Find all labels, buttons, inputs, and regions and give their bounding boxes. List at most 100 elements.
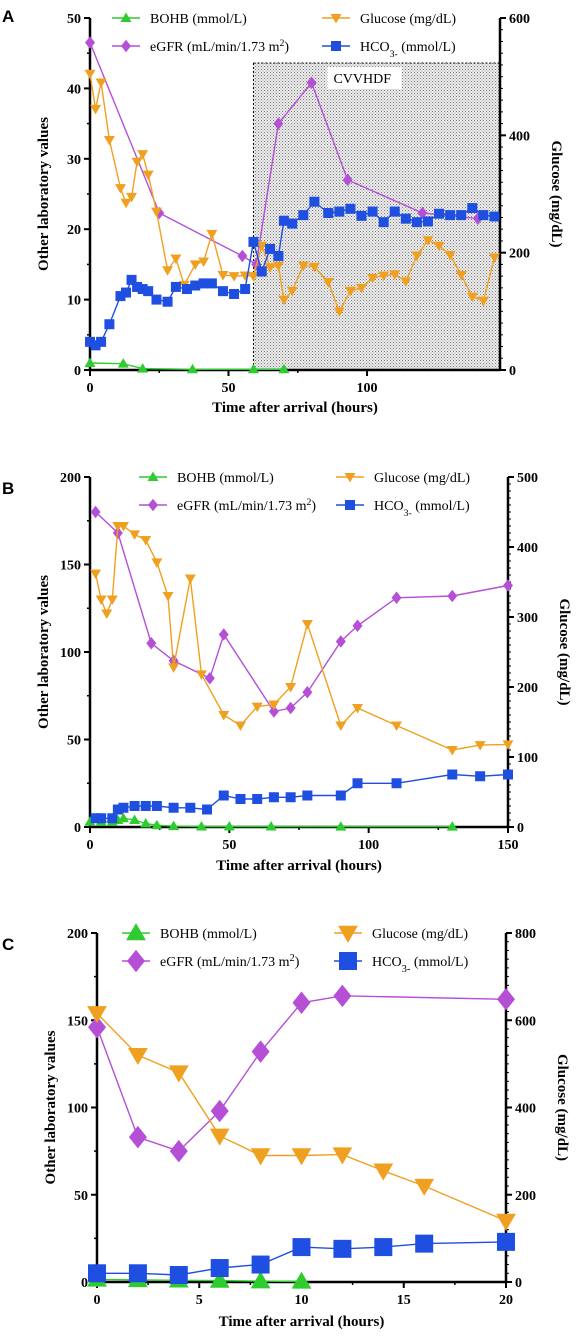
data-point-glucose [189, 260, 201, 270]
x-tick-label: 100 [358, 838, 379, 853]
data-point-hco3 [467, 203, 478, 214]
data-point-hco3 [422, 216, 433, 227]
panel-letter: B [2, 479, 14, 498]
y2-axis-title: Glucose (mg/dL) [548, 140, 564, 247]
data-point-glucose [90, 569, 102, 580]
legend-label-glucose: Glucose (mg/dL) [372, 927, 468, 942]
data-point-glucose [333, 307, 345, 317]
legend-entry-glucose: Glucose (mg/dL) [322, 12, 456, 27]
legend-entry-bohb: BOHB (mmol/L) [139, 471, 274, 486]
series-line-glucose [96, 1012, 507, 1222]
data-point-hco3 [168, 802, 179, 813]
data-point-glucose [162, 592, 174, 602]
legend-entry-egfr: eGFR (mL/min/1.73 m2) [122, 949, 300, 973]
x-axis-title: Time after arrival (hours) [216, 858, 382, 874]
legend-entry-bohb: BOHB (mmol/L) [112, 12, 247, 27]
series-line-egfr [95, 511, 509, 713]
data-point-hco3 [151, 801, 162, 811]
data-point-hco3 [309, 196, 320, 207]
data-point-hco3 [489, 211, 500, 222]
data-point-egfr [273, 117, 284, 130]
data-point-hco3 [285, 792, 296, 803]
data-point-glucose [162, 266, 174, 276]
data-point-hco3 [278, 215, 289, 226]
y2-tick-label: 400 [515, 1102, 536, 1117]
data-point-hco3 [287, 218, 298, 229]
data-point-hco3 [323, 208, 334, 219]
data-point-bohb [250, 1271, 271, 1289]
data-point-glucose [455, 270, 467, 281]
data-point-glucose [84, 69, 96, 80]
data-point-glucose [502, 740, 514, 750]
data-point-glucose [400, 277, 412, 287]
data-point-egfr [251, 1040, 270, 1063]
data-point-hco3 [434, 208, 445, 219]
data-point-hco3 [96, 813, 107, 824]
legend-marker-hco3 [331, 41, 341, 51]
data-point-bohb [129, 814, 141, 824]
data-point-hco3 [137, 284, 148, 295]
legend-label-bohb: BOHB (mmol/L) [177, 471, 274, 486]
data-point-glucose [332, 1147, 353, 1165]
y2-tick-label: 0 [517, 821, 524, 836]
data-point-bohb [335, 821, 347, 831]
legend-marker-bohb [120, 12, 132, 22]
cvvhdf-label-box [327, 67, 402, 89]
y2-tick-label: 800 [515, 927, 536, 942]
x-tick-label: 50 [222, 838, 236, 853]
y2-tick-label: 0 [515, 1276, 522, 1291]
data-point-hco3 [217, 286, 228, 297]
legend-label-egfr: eGFR (mL/min/1.73 m2) [160, 953, 300, 971]
chart-panel-a: A CVVHDF 0 10 20 30 40 50 0 200 400 600 0 50 100 Time a… [2, 7, 564, 416]
data-point-bohb [209, 1270, 230, 1288]
legend-label-bohb: BOHB (mmol/L) [150, 12, 247, 27]
data-point-glucose [184, 574, 196, 584]
data-point-glucose [272, 261, 284, 272]
y-tick-label: 150 [67, 1014, 88, 1029]
data-point-hco3 [400, 213, 411, 224]
data-point-egfr [210, 1099, 229, 1123]
data-point-hco3 [121, 287, 132, 298]
data-point-hco3 [90, 813, 101, 824]
y2-axis-title: Glucose (mg/dL) [556, 598, 572, 705]
x-tick-label: 15 [397, 1293, 411, 1308]
data-point-glucose [488, 253, 500, 263]
data-point-egfr [342, 173, 353, 187]
data-point-glucose [268, 700, 280, 710]
legend-marker-glucose [338, 925, 358, 943]
y-tick-label: 0 [81, 1276, 88, 1291]
data-point-glucose [433, 241, 445, 252]
data-point-egfr [204, 672, 215, 685]
data-point-glucose [140, 536, 152, 546]
data-point-glucose [474, 741, 486, 751]
data-point-hco3 [503, 769, 513, 780]
series-line-bohb [89, 362, 284, 370]
data-point-hco3 [90, 340, 101, 351]
data-point-hco3 [104, 319, 115, 330]
data-point-egfr [335, 635, 346, 648]
series-line-egfr [96, 995, 507, 1152]
x-tick-label: 0 [87, 381, 94, 396]
data-point-egfr [447, 589, 458, 603]
legend-entry-hco3: HCO3- (mmol/L) [322, 40, 456, 60]
data-point-egfr [146, 637, 157, 650]
data-point-glucose [389, 270, 401, 280]
data-point-hco3 [389, 206, 400, 217]
legend-marker-egfr [127, 949, 145, 973]
data-point-glucose [128, 1047, 148, 1066]
data-point-hco3 [190, 280, 201, 291]
data-point-hco3 [445, 210, 456, 221]
data-point-glucose [129, 530, 141, 540]
data-point-egfr [497, 988, 515, 1011]
data-point-hco3 [170, 281, 181, 292]
legend-marker-bohb [147, 471, 159, 481]
data-point-hco3 [302, 790, 313, 801]
legend-label-hco3: HCO3- (mmol/L) [372, 955, 469, 975]
data-point-hco3 [198, 278, 209, 289]
data-point-bohb [223, 820, 235, 831]
data-point-glucose [228, 272, 240, 282]
y-tick-label: 50 [67, 734, 81, 749]
legend-label-egfr: eGFR (mL/min/1.73 m2) [177, 497, 316, 515]
y2-tick-label: 600 [509, 12, 530, 27]
data-point-glucose [101, 609, 113, 619]
